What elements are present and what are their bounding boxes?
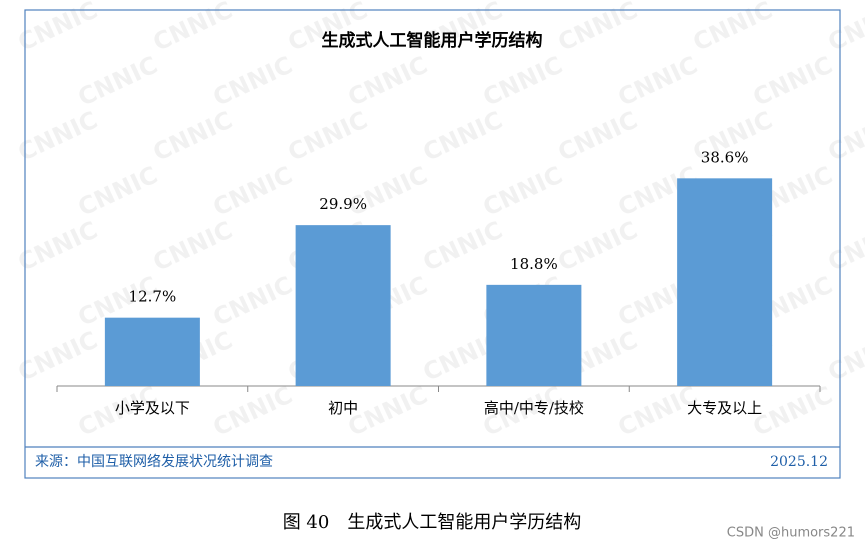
watermark: CNNIC — [689, 0, 777, 57]
watermark: CNNIC — [554, 106, 642, 167]
watermark: CNNIC — [824, 0, 865, 57]
value-label: 38.6% — [701, 148, 749, 166]
watermark: CNNIC — [209, 381, 297, 442]
watermark: CNNIC — [149, 106, 237, 167]
watermark: CNNIC — [479, 51, 567, 112]
credit: CSDN @humors221 — [727, 526, 855, 541]
figure-caption: 图 40 生成式人工智能用户学历结构 — [283, 512, 582, 533]
watermark: CNNIC — [14, 326, 102, 387]
watermark: CNNIC — [479, 161, 567, 222]
watermark: CNNIC — [749, 51, 837, 112]
watermark: CNNIC — [149, 216, 237, 277]
x-tick-label: 小学及以下 — [115, 399, 190, 417]
watermark: CNNIC — [419, 216, 507, 277]
date: 2025.12 — [770, 454, 828, 470]
x-tick-label: 大专及以上 — [687, 399, 762, 417]
watermark: CNNIC — [614, 51, 702, 112]
source: 来源：中国互联网络发展状况统计调查 — [35, 454, 273, 470]
bar — [677, 178, 773, 386]
watermark: CNNIC — [824, 216, 865, 277]
chart-title: 生成式人工智能用户学历结构 — [322, 30, 543, 51]
watermark: CNNIC — [209, 51, 297, 112]
watermark: CNNIC — [824, 106, 865, 167]
watermark: CNNIC — [554, 0, 642, 57]
watermark: CNNIC — [419, 106, 507, 167]
bar — [295, 225, 391, 386]
watermark: CNNIC — [554, 216, 642, 277]
bar — [486, 284, 582, 386]
x-tick-label: 初中 — [328, 399, 358, 417]
frame — [24, 9, 841, 479]
watermark: CNNIC — [149, 0, 237, 57]
watermark: CNNIC — [74, 161, 162, 222]
value-label: 12.7% — [129, 288, 177, 306]
watermark: CNNIC — [14, 106, 102, 167]
watermark: CNNIC — [209, 161, 297, 222]
watermark: CNNIC — [14, 0, 102, 57]
x-tick-label: 高中/中专/技校 — [484, 399, 584, 417]
watermark: CNNIC — [14, 216, 102, 277]
bar — [104, 317, 200, 386]
watermark: CNNIC — [74, 51, 162, 112]
value-label: 29.9% — [319, 195, 367, 213]
watermark: CNNIC — [284, 106, 372, 167]
watermark: CNNIC — [344, 51, 432, 112]
watermark: CNNIC — [209, 271, 297, 332]
watermark: CNNIC — [824, 326, 865, 387]
value-label: 18.8% — [510, 255, 558, 273]
